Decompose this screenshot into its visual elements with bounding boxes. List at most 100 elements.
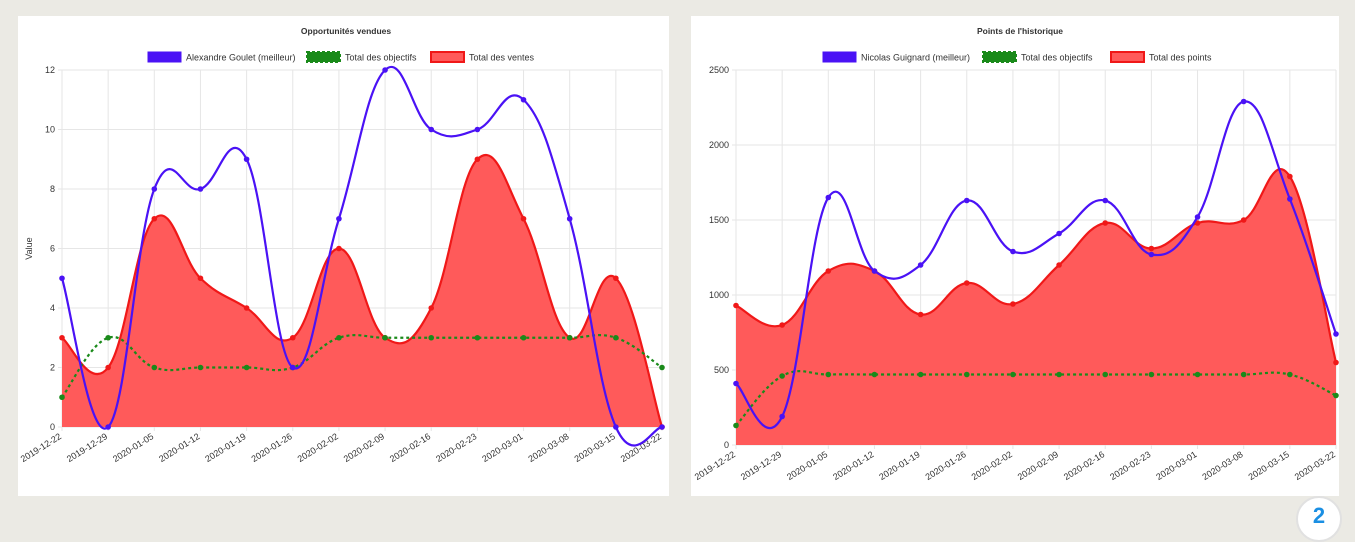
data-point bbox=[917, 371, 924, 378]
y-tick-label: 1500 bbox=[709, 215, 729, 225]
data-point bbox=[428, 305, 435, 311]
data-point bbox=[659, 424, 665, 430]
legend: Nicolas Guignard (meilleur) Total des obj… bbox=[822, 51, 1212, 63]
data-point bbox=[566, 334, 573, 341]
notification-badge-count: 2 bbox=[1312, 503, 1326, 528]
legend-swatch bbox=[147, 51, 182, 63]
data-point bbox=[963, 371, 970, 378]
data-point bbox=[197, 275, 204, 282]
data-point bbox=[779, 373, 785, 379]
x-tick-label: 2020-02-23 bbox=[1108, 449, 1152, 482]
data-point bbox=[382, 334, 388, 341]
data-point bbox=[779, 322, 785, 328]
data-point bbox=[474, 126, 481, 133]
x-tick-label: 2020-03-15 bbox=[1247, 449, 1291, 482]
series-dashed bbox=[733, 370, 1339, 429]
y-tick-label: 2500 bbox=[709, 65, 729, 75]
data-point bbox=[1240, 217, 1247, 223]
x-tick-label: 2020-03-22 bbox=[1293, 449, 1337, 482]
legend-label: Total des objectifs bbox=[1021, 53, 1093, 63]
x-tick-label: 2019-12-29 bbox=[739, 449, 783, 482]
x-tick-label: 2020-03-01 bbox=[1154, 449, 1198, 482]
legend-swatch bbox=[306, 51, 341, 63]
x-tick-label: 2020-02-16 bbox=[1062, 449, 1106, 482]
x-tick-label: 2020-01-12 bbox=[831, 449, 875, 482]
data-point bbox=[963, 280, 970, 286]
data-point bbox=[1148, 251, 1155, 258]
y-tick-label: 2000 bbox=[709, 140, 729, 150]
data-point bbox=[1333, 331, 1339, 337]
data-point bbox=[613, 275, 619, 282]
x-tick-label: 2020-03-15 bbox=[573, 431, 617, 464]
data-point bbox=[289, 334, 296, 341]
data-point bbox=[779, 413, 785, 420]
data-point bbox=[733, 422, 739, 429]
x-tick-label: 2020-03-22 bbox=[619, 431, 663, 464]
data-point bbox=[1056, 371, 1062, 378]
x-tick-label: 2019-12-22 bbox=[693, 449, 737, 482]
data-point bbox=[566, 215, 573, 222]
data-point bbox=[151, 364, 158, 371]
data-point bbox=[243, 156, 250, 163]
chart-points-historique: Points de l'historique 0 500 1000 1500 2000 25… bbox=[693, 26, 1339, 482]
data-point bbox=[917, 262, 924, 268]
chart-title: Points de l'historique bbox=[977, 26, 1063, 36]
data-point bbox=[1194, 214, 1201, 220]
y-tick-label: 0 bbox=[50, 422, 55, 432]
chart-panel-opportunites: Opportunités vendues 0 2 4 6 8 10 12 2019-12-22 2… bbox=[18, 16, 669, 496]
x-tick-label: 2020-01-12 bbox=[157, 431, 201, 464]
x-tick-label: 2020-01-05 bbox=[785, 449, 829, 482]
data-point bbox=[197, 186, 204, 192]
data-point bbox=[1102, 197, 1109, 204]
data-point bbox=[474, 334, 481, 341]
y-tick-label: 12 bbox=[45, 65, 55, 75]
data-point bbox=[1148, 371, 1155, 378]
x-tick-label: 2020-03-08 bbox=[526, 431, 570, 464]
data-point bbox=[1056, 230, 1062, 237]
series-area bbox=[59, 153, 665, 430]
data-point bbox=[659, 364, 665, 371]
legend-swatch bbox=[430, 51, 465, 63]
y-tick-label: 500 bbox=[714, 365, 729, 375]
x-tick-label: 2020-02-02 bbox=[296, 431, 340, 464]
data-point bbox=[59, 334, 65, 341]
notification-badge[interactable]: 2 bbox=[1296, 496, 1342, 542]
data-point bbox=[336, 245, 342, 252]
data-point bbox=[520, 96, 527, 103]
data-point bbox=[733, 302, 739, 309]
series-line bbox=[733, 98, 1339, 429]
x-tick-label: 2019-12-29 bbox=[65, 431, 109, 464]
x-tick-label: 2020-01-05 bbox=[111, 431, 155, 464]
y-tick-label: 6 bbox=[50, 244, 55, 254]
legend: Alexandre Goulet (meilleur) Total des obj… bbox=[147, 51, 535, 63]
legend-label: Nicolas Guignard (meilleur) bbox=[861, 53, 970, 63]
y-tick-label: 8 bbox=[50, 184, 55, 194]
data-point bbox=[336, 215, 342, 222]
data-point bbox=[613, 334, 619, 341]
data-point bbox=[613, 424, 619, 430]
data-point bbox=[1056, 262, 1062, 268]
x-tick-label: 2020-02-23 bbox=[434, 431, 478, 464]
y-tick-label: 4 bbox=[50, 303, 55, 313]
data-point bbox=[197, 364, 204, 371]
x-tick-label: 2020-01-26 bbox=[923, 449, 967, 482]
legend-label: Total des points bbox=[1149, 53, 1212, 63]
series-area bbox=[733, 168, 1339, 445]
data-point bbox=[289, 364, 296, 371]
x-tick-label: 2020-02-02 bbox=[970, 449, 1014, 482]
legend-swatch bbox=[822, 51, 857, 63]
data-point bbox=[825, 268, 832, 274]
data-point bbox=[428, 126, 435, 133]
data-point bbox=[428, 334, 435, 341]
x-tick-label: 2020-01-19 bbox=[877, 449, 921, 482]
data-point bbox=[1287, 371, 1293, 378]
y-tick-label: 0 bbox=[724, 440, 729, 450]
data-point bbox=[151, 186, 158, 192]
data-point bbox=[382, 67, 388, 73]
data-point bbox=[105, 424, 111, 430]
data-point bbox=[917, 311, 924, 318]
data-point bbox=[1010, 371, 1016, 378]
x-tick-label: 2020-01-26 bbox=[249, 431, 293, 464]
y-axis-label: Value bbox=[24, 237, 34, 259]
